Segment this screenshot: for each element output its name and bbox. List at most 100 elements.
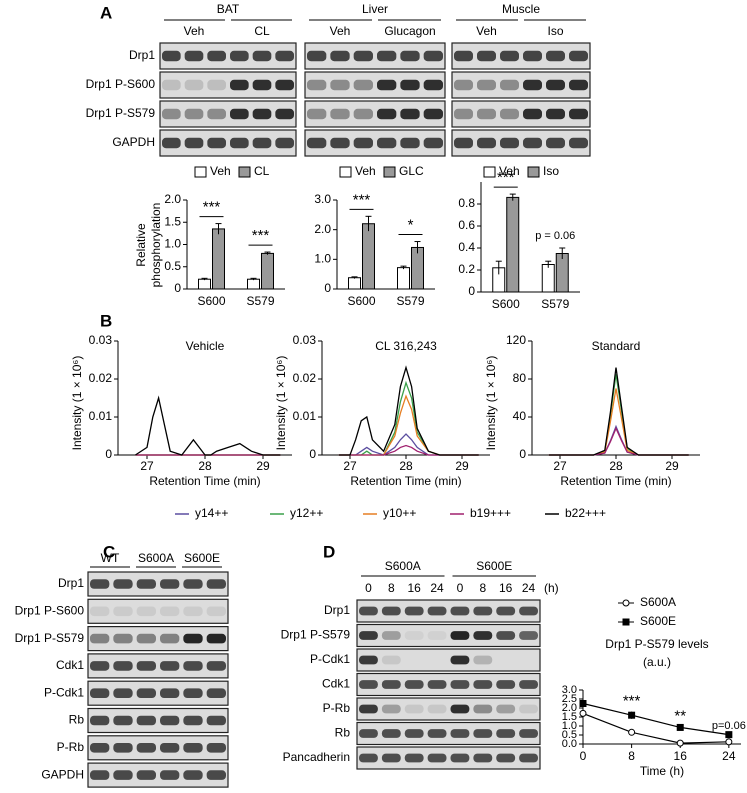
significance: *** xyxy=(252,227,270,244)
x-tick-label: 8 xyxy=(628,749,635,763)
blot-row-label: GAPDH xyxy=(112,135,155,149)
blot-band xyxy=(90,715,110,726)
significance: p = 0.06 xyxy=(535,230,575,242)
blot-band xyxy=(207,137,226,149)
blot-band xyxy=(160,579,180,589)
blot-band xyxy=(404,729,424,738)
blot-band xyxy=(477,137,496,149)
blot-band xyxy=(230,79,249,91)
blot-band xyxy=(160,688,180,698)
blot-frame xyxy=(159,71,297,99)
blot-band xyxy=(136,770,156,780)
legend-label: CL xyxy=(254,164,270,178)
chromatogram-line xyxy=(135,395,281,456)
legend-label: Veh xyxy=(210,164,231,178)
blot-band xyxy=(519,753,538,763)
blot-frame xyxy=(304,71,446,99)
legend-marker xyxy=(622,599,630,607)
blot-band xyxy=(377,108,397,120)
panel-label: D xyxy=(323,542,335,561)
blot-band xyxy=(90,688,110,698)
legend-label: Veh xyxy=(355,164,376,178)
blot-band xyxy=(162,108,181,120)
timepoint-label: 24 xyxy=(430,581,444,595)
x-tick-label: S579 xyxy=(246,294,274,308)
blot-band xyxy=(450,753,470,763)
blot-band xyxy=(496,606,516,616)
x-tick-label: S600 xyxy=(197,294,225,308)
legend-swatch xyxy=(238,166,251,178)
blot-row-label: Drp1 xyxy=(129,48,155,62)
blot-band xyxy=(500,50,519,62)
x-axis-label: Retention Time (min) xyxy=(560,474,671,488)
blot-row-label: Rb xyxy=(69,713,85,727)
bar xyxy=(212,228,225,290)
legend-label: S600A xyxy=(640,595,676,609)
blot-band xyxy=(381,753,401,763)
legend-swatch xyxy=(527,166,540,178)
blot-band xyxy=(330,137,350,149)
blot-band xyxy=(207,108,226,120)
blot-band xyxy=(160,715,180,726)
blot-frame xyxy=(304,129,446,157)
chromatogram-line xyxy=(548,424,689,456)
blot-band xyxy=(381,680,401,689)
blot-band xyxy=(381,606,401,616)
blot-row-label: P-Cdk1 xyxy=(44,685,84,699)
chromatogram-line xyxy=(548,388,689,456)
blot-band xyxy=(330,108,350,120)
blot-band xyxy=(423,108,443,120)
chromatogram-line xyxy=(548,367,689,456)
panel-label: A xyxy=(100,3,112,22)
blot-band xyxy=(473,631,493,640)
y-tick-label: 0 xyxy=(174,281,181,295)
blot-band xyxy=(90,579,110,589)
y-tick-label: 0 xyxy=(324,281,331,295)
blot-row-label: P-Rb xyxy=(323,701,351,715)
blot-band xyxy=(206,606,226,617)
blot-frame xyxy=(451,100,591,128)
y-tick-label: 3.0 xyxy=(562,684,577,696)
blot-band xyxy=(275,108,294,120)
y-tick-label: 80 xyxy=(513,371,527,385)
blot-band xyxy=(450,704,470,714)
blot-band xyxy=(569,108,588,120)
group-label: S600E xyxy=(184,551,220,565)
time-unit: (h) xyxy=(544,581,559,595)
blot-band xyxy=(473,606,493,616)
legend-label: y10++ xyxy=(383,506,416,520)
blot-band xyxy=(496,631,516,640)
blot-frame xyxy=(87,625,229,652)
chromatogram-line xyxy=(338,444,479,456)
blot-row-label: P-Rb xyxy=(57,740,85,754)
blot-frame xyxy=(159,100,297,128)
blot-frame xyxy=(87,653,229,679)
chart-title: Standard xyxy=(592,339,641,353)
chromatogram-line xyxy=(338,433,479,456)
bar xyxy=(362,223,375,290)
blot-band xyxy=(90,633,110,644)
blot-frame xyxy=(87,707,229,734)
condition-label: Veh xyxy=(476,24,497,38)
marker xyxy=(676,739,684,747)
y-tick-label: 0.5 xyxy=(164,259,181,273)
blot-band xyxy=(569,137,588,149)
blot-frame xyxy=(87,598,229,624)
blot-band xyxy=(400,79,420,91)
y-tick-label: 0.02 xyxy=(89,371,113,385)
blot-band xyxy=(500,137,519,149)
x-tick-label: 27 xyxy=(553,459,567,473)
blot-band xyxy=(113,743,133,753)
blot-band xyxy=(160,743,180,753)
tissue-label: Muscle xyxy=(502,2,540,16)
panel-label: C xyxy=(103,542,115,561)
bar xyxy=(261,252,274,290)
blot-band xyxy=(307,108,327,120)
blot-band xyxy=(206,688,226,698)
blot-band xyxy=(381,631,401,640)
blot-band xyxy=(353,50,373,62)
y-tick-label: 0.01 xyxy=(89,409,113,423)
blot-band xyxy=(330,79,350,91)
blot-band xyxy=(477,108,496,120)
